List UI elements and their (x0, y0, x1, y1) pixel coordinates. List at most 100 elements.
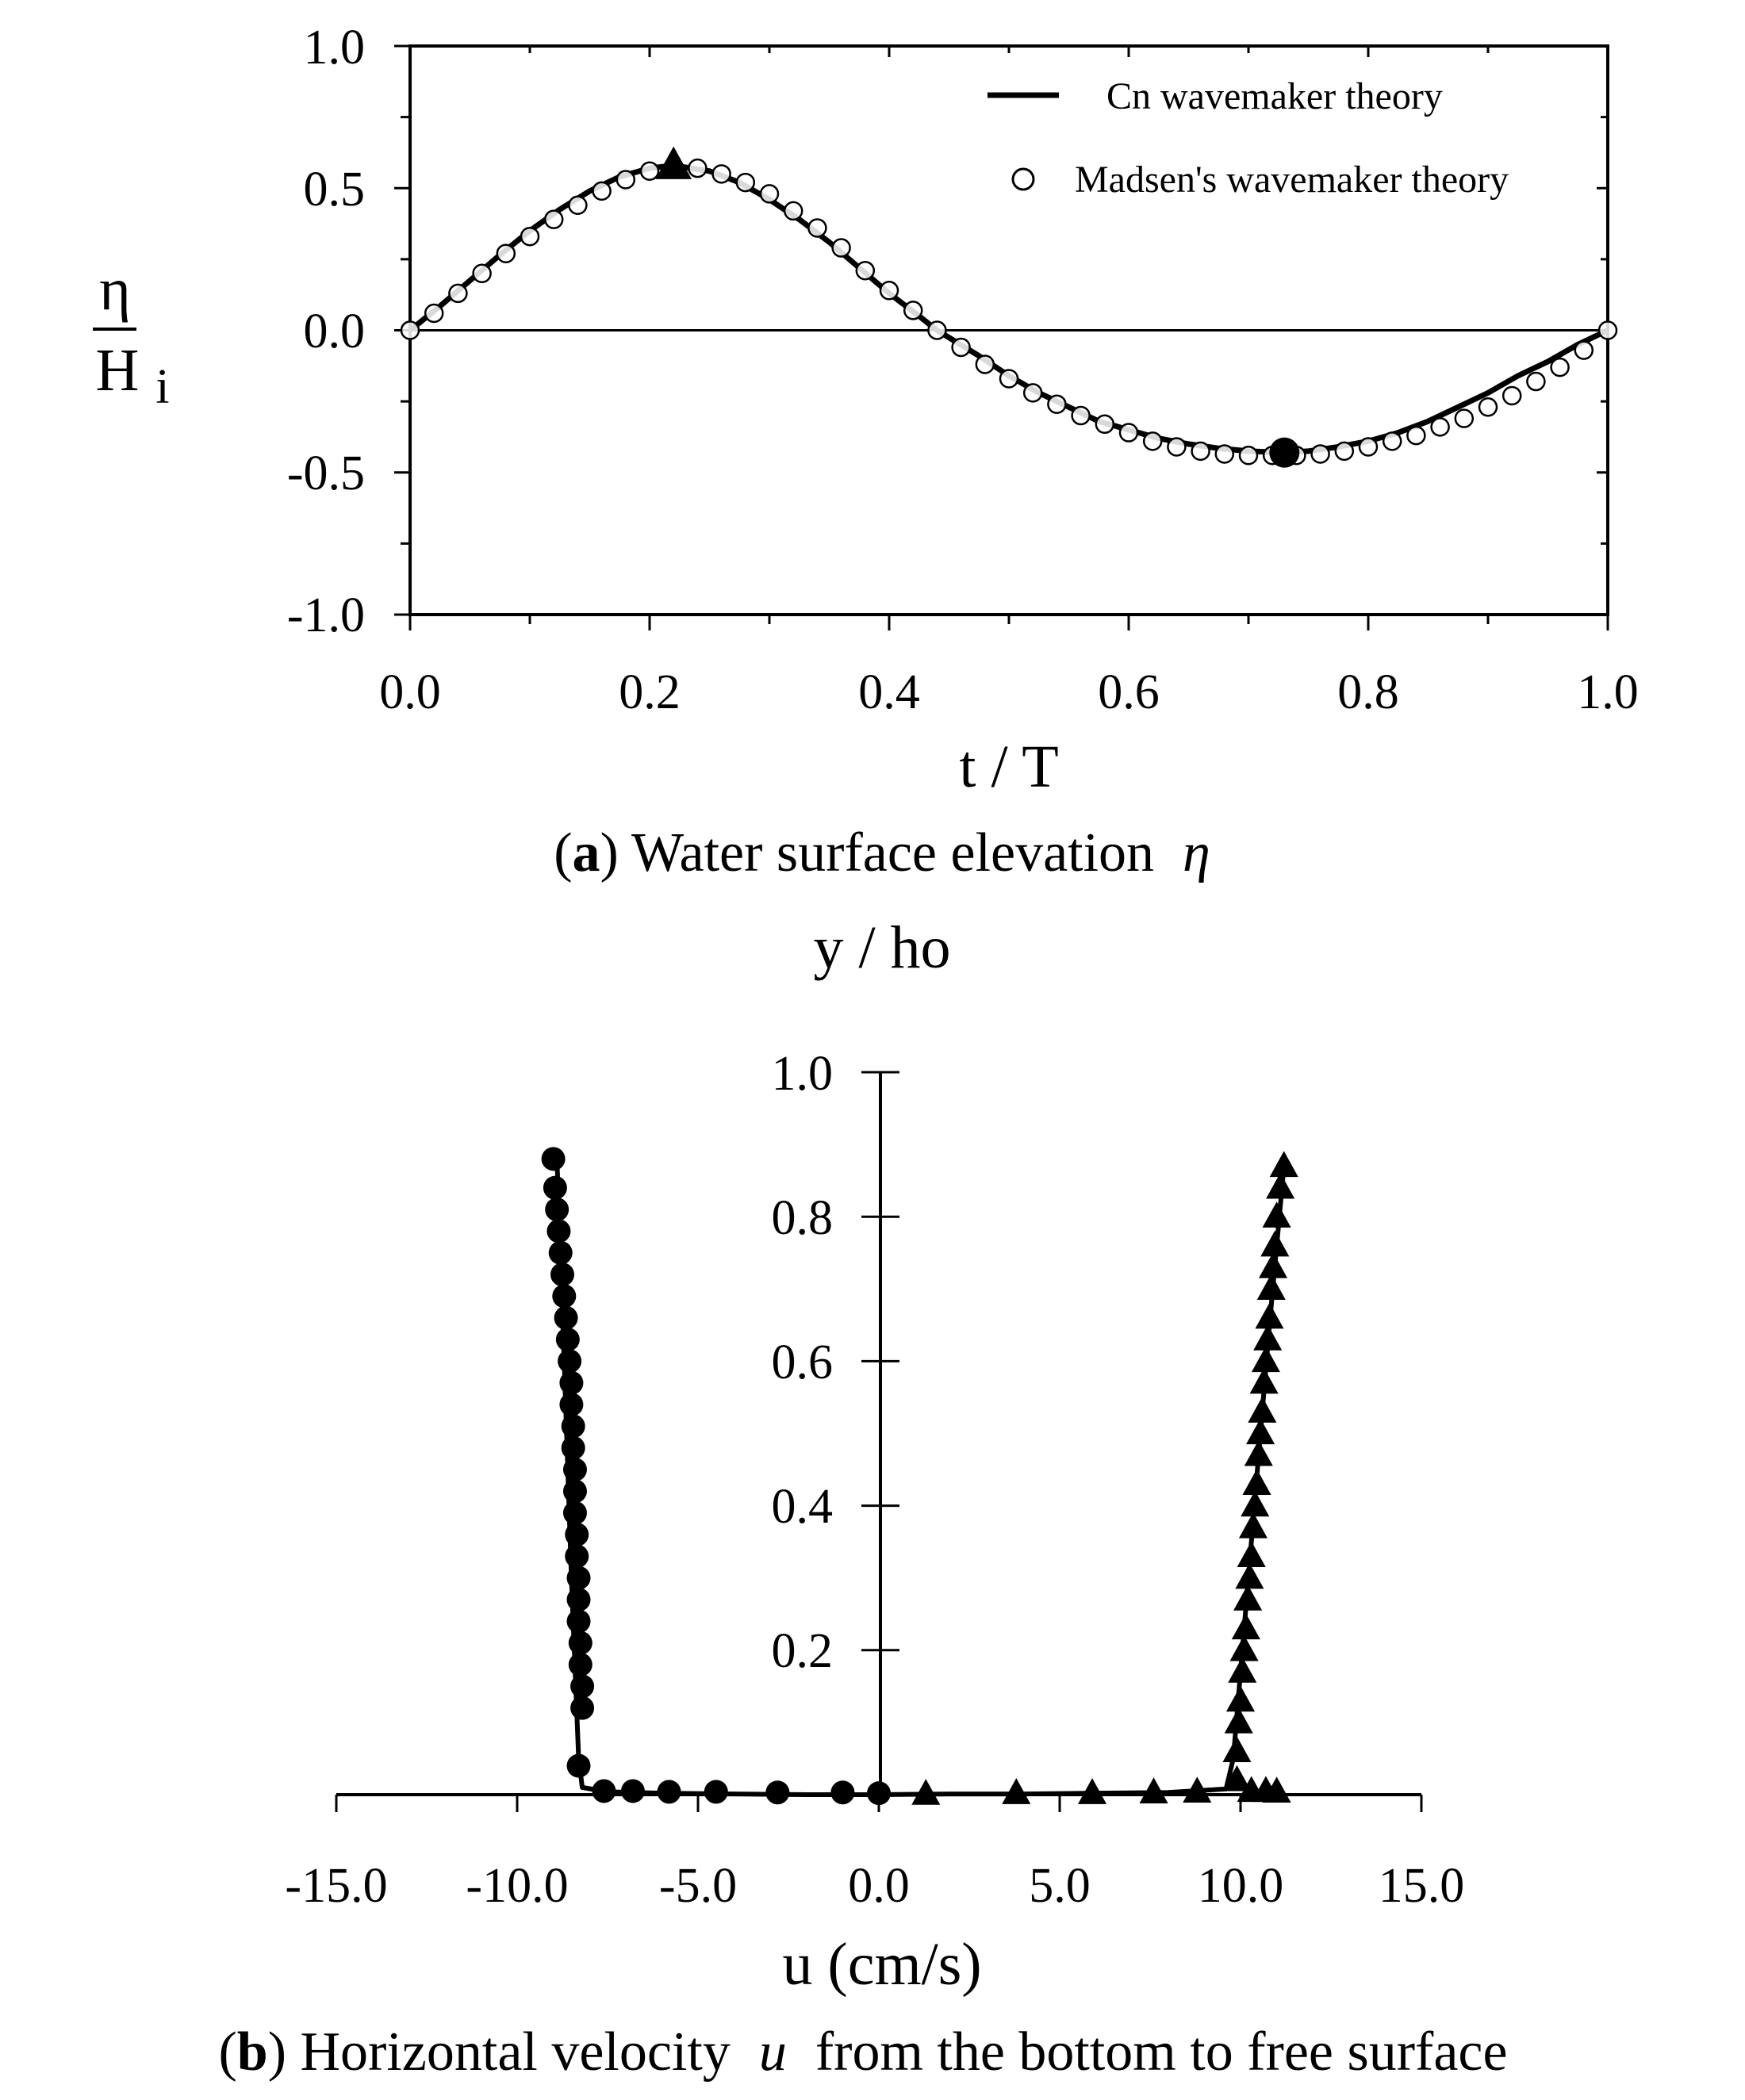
panel-b-y-tick-label: 0.2 (772, 1624, 834, 1678)
trough-velocity-point (566, 1609, 591, 1634)
panel-b-x-tick-label: 15.0 (1379, 1859, 1465, 1913)
panel-b-caption-open-paren: ( (218, 2021, 236, 2083)
crest-velocity-point (1222, 1765, 1252, 1792)
panel-a-caption-open-paren: ( (554, 822, 572, 883)
crest-velocity-point (1228, 1657, 1257, 1683)
crest-velocity-point (1077, 1778, 1107, 1804)
crest-velocity-point (1224, 1707, 1253, 1734)
panel-b-y-tick-label: 1.0 (772, 1047, 834, 1101)
madsen-theory-point (975, 354, 995, 374)
madsen-theory-point (639, 161, 660, 181)
crest-velocity-point (1251, 1346, 1280, 1373)
panel-b-y-tick-label: 0.8 (772, 1191, 834, 1245)
panel-a-y-tick-label: -1.0 (287, 588, 365, 642)
trough-velocity-point (548, 1240, 573, 1265)
trough-velocity-point (570, 1696, 595, 1720)
panel-a-legend: Cn wavemaker theory Madsen's wavemaker t… (988, 75, 1509, 201)
crest-velocity-point (1256, 1274, 1286, 1300)
panel-b-x-tick-label: 10.0 (1198, 1859, 1284, 1913)
panel-a-caption-symbol: η (1183, 822, 1210, 883)
trough-velocity-point (543, 1175, 567, 1200)
panel-b-x-tick-labels: -15.0 -10.0 -5.0 0.0 5.0 10.0 15.0 (285, 1859, 1464, 1913)
crest-velocity-point (1255, 1302, 1284, 1329)
crest-velocity-point (1262, 1776, 1291, 1803)
trough-velocity-point (562, 1458, 587, 1482)
panel-b-caption-text: ) Horizontal velocity (268, 2021, 731, 2083)
trough-velocity-point (559, 1370, 584, 1395)
madsen-theory-point (1526, 371, 1546, 392)
madsen-theory-point (1430, 417, 1450, 437)
trough-velocity-point (555, 1328, 580, 1352)
madsen-theory-point (1191, 441, 1210, 462)
crest-velocity-point (911, 1779, 941, 1805)
crest-velocity-point (1242, 1469, 1271, 1495)
panel-b-chart: y / ho 1.0 0.8 0.6 0.4 0.2 -15.0 -10.0 -… (285, 914, 1464, 1998)
trough-velocity-point (566, 1588, 591, 1612)
crest-velocity-point (1237, 1541, 1266, 1568)
madsen-theory-point (951, 337, 971, 358)
trough-velocity-point (561, 1435, 585, 1460)
panel-a-y-axis-title: η H i (93, 256, 170, 414)
madsen-theory-point (568, 195, 588, 216)
trough-velocity-point (620, 1779, 645, 1803)
madsen-theory-point (543, 209, 564, 229)
crest-velocity-point (1235, 1562, 1264, 1589)
panel-a-x-axis-title: t / T (959, 734, 1058, 800)
legend-circle-swatch (1011, 167, 1035, 191)
madsen-theory-point (616, 170, 636, 190)
crest-velocity-point (1262, 1201, 1291, 1228)
crest-velocity-point (1233, 1585, 1263, 1611)
madsen-theory-point (496, 243, 516, 263)
trough-velocity-point (657, 1780, 681, 1804)
trough-velocity-point (566, 1565, 591, 1590)
panel-b-x-tick-label: 5.0 (1029, 1859, 1091, 1913)
madsen-theory-point (1382, 431, 1402, 451)
panel-a-caption-label: a (573, 822, 600, 883)
trough-velocity-point (566, 1753, 591, 1778)
trough-velocity-point (765, 1780, 790, 1805)
panel-a-y-title-subscript: i (155, 360, 169, 414)
panel-b-caption-label: b (237, 2021, 268, 2083)
panel-b-x-tick-label: -10.0 (466, 1859, 568, 1913)
panel-a-series-layer (400, 146, 1618, 468)
madsen-theory-point (1501, 385, 1522, 406)
panel-b-x-tick-label: -5.0 (659, 1859, 737, 1913)
panel-a-x-tick-label: 0.4 (858, 665, 920, 719)
madsen-theory-point (1574, 340, 1594, 360)
trough-velocity-point (554, 1305, 578, 1330)
panel-a-y-tick-label: 0.5 (304, 163, 366, 217)
trough-velocity-point (565, 1523, 589, 1547)
panel-a-y-tick-labels: 1.0 0.5 0.0 -0.5 -1.0 (287, 21, 365, 642)
madsen-theory-point (1047, 394, 1067, 414)
madsen-theory-point (1142, 431, 1163, 451)
crest-velocity-point (1229, 1634, 1259, 1661)
panel-a-y-tick-label: 1.0 (304, 21, 366, 75)
panel-b-y-tick-label: 0.4 (772, 1480, 834, 1534)
panel-b-y-axis-title: y / ho (813, 914, 950, 981)
madsen-theory-point (1167, 437, 1187, 457)
trough-velocity-point (558, 1349, 582, 1374)
madsen-theory-point (879, 281, 899, 301)
crest-velocity-point (1269, 1151, 1298, 1178)
madsen-theory-point (1214, 444, 1235, 464)
madsen-theory-point (927, 320, 947, 340)
madsen-theory-point (1358, 437, 1379, 457)
crest-marker (655, 146, 692, 179)
trough-velocity-point (562, 1500, 587, 1525)
madsen-theory-point (1238, 445, 1259, 466)
panel-a-x-tick-labels: 0.0 0.2 0.4 0.6 0.8 1.0 (379, 665, 1639, 719)
trough-velocity-point (830, 1780, 855, 1805)
crest-velocity-point (1249, 1367, 1279, 1394)
crest-velocity-point (1231, 1613, 1260, 1640)
panel-b-y-tick-labels: 1.0 0.8 0.6 0.4 0.2 (772, 1047, 834, 1678)
panel-a-x-tick-label: 0.8 (1337, 665, 1399, 719)
madsen-theory-point (903, 301, 923, 320)
madsen-theory-point (783, 201, 803, 221)
trough-velocity-point (541, 1147, 566, 1171)
madsen-theory-point (855, 260, 876, 281)
trough-velocity-point (568, 1653, 593, 1677)
panel-a-tick-marks (394, 44, 1609, 630)
madsen-theory-point (1071, 405, 1091, 426)
crest-velocity-point (1260, 1230, 1290, 1257)
